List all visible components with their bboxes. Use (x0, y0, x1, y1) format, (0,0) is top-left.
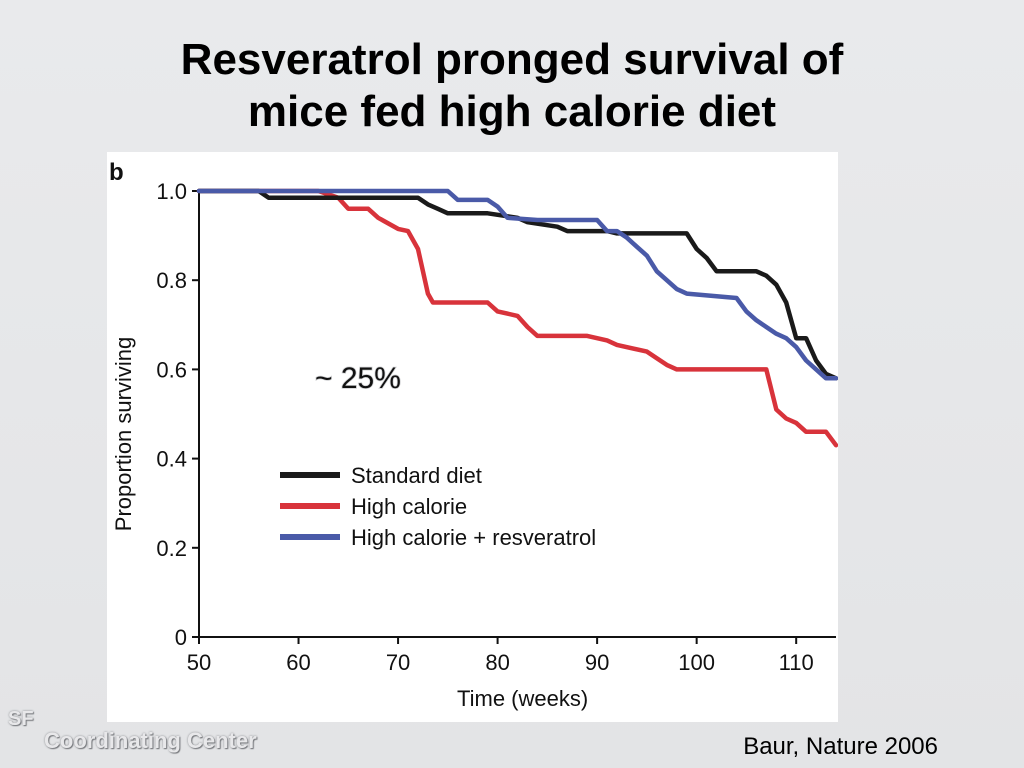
legend-label: Standard diet (351, 463, 482, 488)
x-tick-label: 100 (678, 650, 715, 675)
legend: Standard diet High calorie High calorie + … (280, 463, 596, 550)
y-tick-label: 0.4 (156, 447, 187, 472)
series-line-high-calorie (196, 188, 838, 448)
series-line-high-calorie-resveratrol (196, 188, 838, 381)
x-tick-label: 70 (386, 650, 410, 675)
panel-label: b (109, 159, 124, 186)
y-axis-label: Proportion surviving (111, 337, 136, 531)
title-line-1: Resveratrol pronged survival of (180, 35, 844, 84)
legend-label: High calorie (351, 494, 467, 519)
title-line-2: mice fed high calorie diet (247, 87, 777, 136)
x-axis-label: Time (weeks) (457, 686, 588, 711)
watermark-sf: SF (8, 708, 34, 730)
slide-title: Resveratrol pronged survival of mice fed… (0, 34, 1024, 138)
y-tick-label: 0.6 (156, 357, 187, 382)
annotation-25-percent: ~ 25% (315, 362, 401, 395)
y-tick-label: 0 (175, 625, 187, 650)
citation: Baur, Nature 2006 (743, 733, 938, 760)
x-tick-label: 80 (485, 650, 509, 675)
survival-chart: b 0 0.2 0.4 0.6 0.8 1.0 50 60 70 80 90 100 110 Stand… (109, 159, 838, 711)
legend-label: High calorie + resveratrol (351, 525, 596, 550)
y-tick-label: 0.8 (156, 268, 187, 293)
chart-panel: b 0 0.2 0.4 0.6 0.8 1.0 50 60 70 80 90 100 110 Stand… (107, 152, 838, 722)
x-tick-label: 110 (779, 650, 814, 675)
series-layer (196, 188, 838, 448)
x-tick-label: 90 (585, 650, 609, 675)
watermark-coordinating-center: Coordinating Center (44, 728, 257, 753)
x-tick-label: 60 (286, 650, 310, 675)
y-tick-label: 0.2 (156, 536, 187, 561)
x-tick-label: 50 (187, 650, 211, 675)
y-tick-label: 1.0 (156, 179, 187, 204)
axes-layer: 0 0.2 0.4 0.6 0.8 1.0 50 60 70 80 90 100 110 (156, 179, 836, 675)
